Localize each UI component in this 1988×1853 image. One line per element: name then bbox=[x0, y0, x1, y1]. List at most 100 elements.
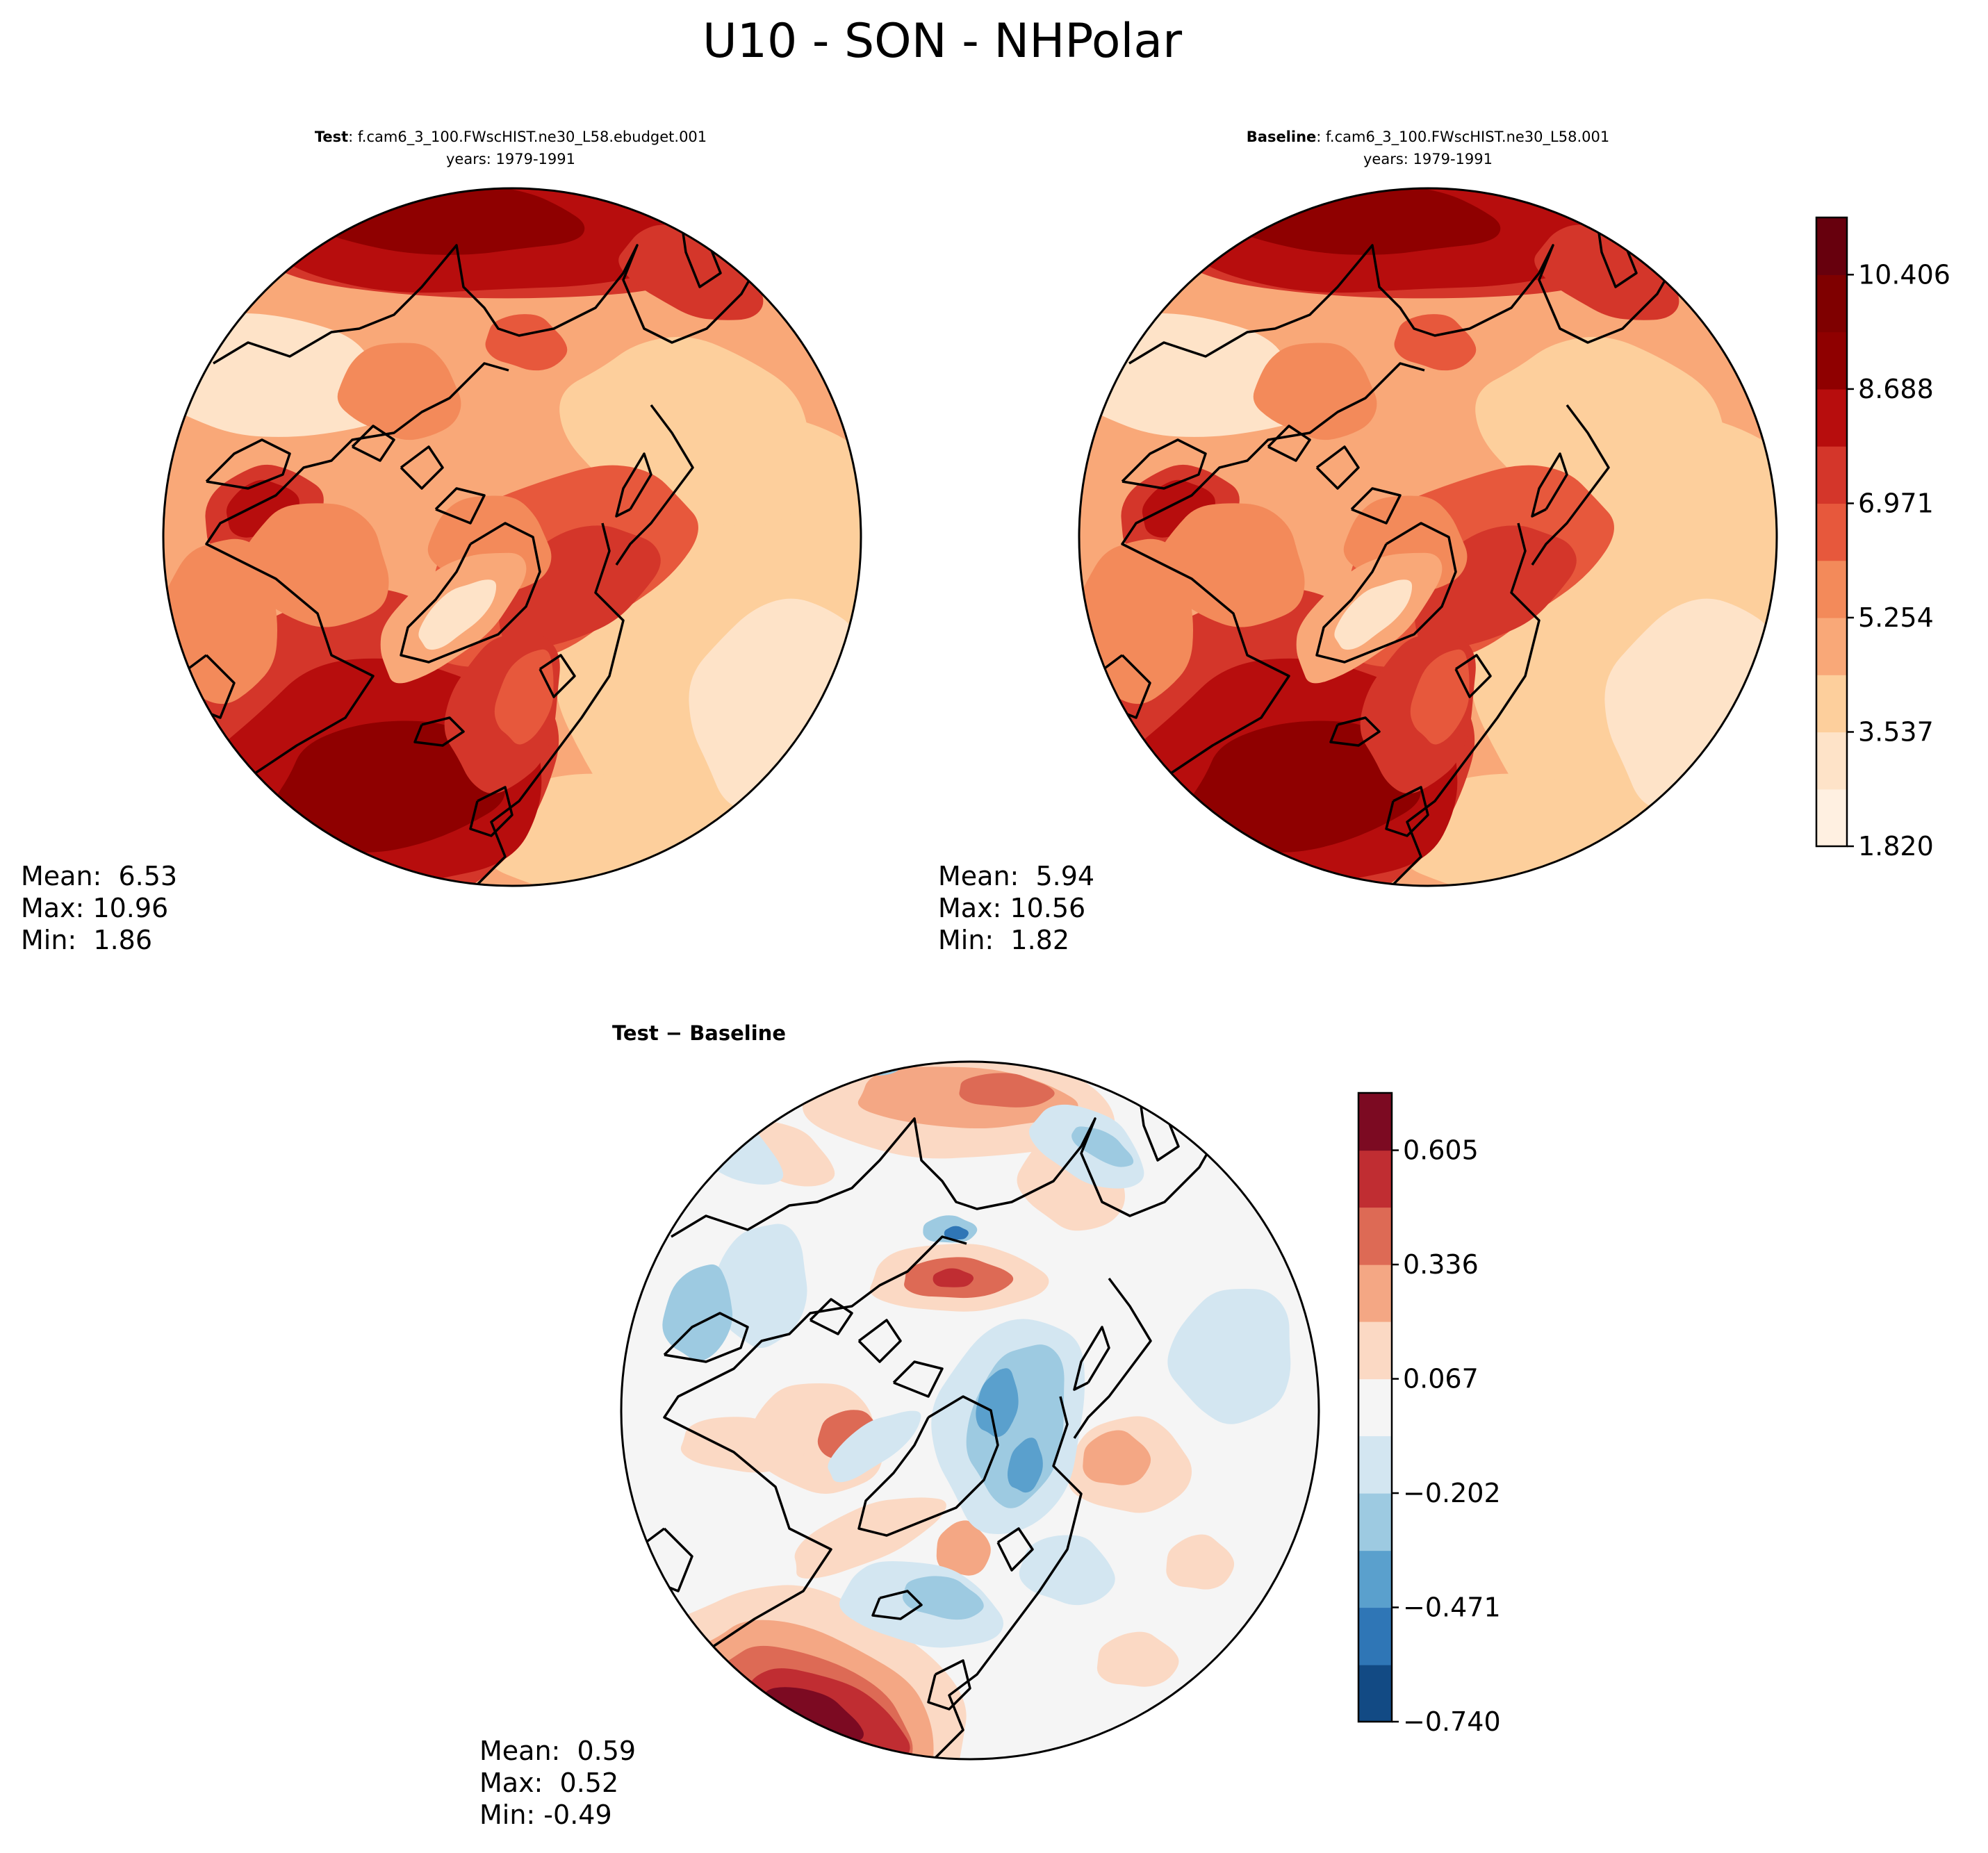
coastline bbox=[1315, 445, 1360, 490]
div-colorbar-frame bbox=[1357, 1092, 1393, 1723]
coastline bbox=[809, 1298, 853, 1335]
seq-colorbar-tick-label: 8.688 bbox=[1858, 374, 1934, 404]
coastline bbox=[1073, 1326, 1110, 1391]
coastline bbox=[469, 786, 514, 837]
seq-colorbar-tick-label: 6.971 bbox=[1858, 488, 1934, 518]
seq-colorbar-swatch bbox=[1816, 388, 1847, 447]
coastline bbox=[1315, 522, 1457, 664]
diff-contour bbox=[710, 1224, 807, 1349]
coastline bbox=[857, 1319, 902, 1363]
wind-contour bbox=[1188, 720, 1421, 853]
div-colorbar-swatch bbox=[1358, 1150, 1392, 1208]
baseline-stat-max: Max: 10.56 bbox=[938, 893, 1085, 923]
coastline bbox=[1454, 654, 1492, 698]
diff-contour bbox=[828, 1410, 921, 1483]
seq-colorbar-swatch bbox=[1816, 675, 1847, 733]
seq-colorbar-swatch bbox=[1816, 331, 1847, 390]
test-panel-years: years: 1979-1991 bbox=[446, 151, 575, 167]
coastline bbox=[400, 522, 541, 664]
baseline-title-label: Baseline bbox=[1247, 129, 1317, 145]
coastline bbox=[1385, 522, 1541, 886]
coastline bbox=[615, 452, 652, 518]
baseline-title-case: : f.cam6_3_100.FWscHIST.ne30_L58.001 bbox=[1316, 129, 1609, 146]
coastline bbox=[1329, 716, 1381, 747]
diff-map bbox=[621, 1062, 1319, 1759]
coastline bbox=[927, 1659, 971, 1711]
diff-map-border bbox=[620, 1060, 1320, 1761]
coastline bbox=[1121, 362, 1425, 775]
coastline bbox=[400, 445, 444, 490]
test-map bbox=[163, 188, 861, 886]
wind-contour bbox=[1154, 503, 1305, 627]
div-colorbar-tick-label: −0.740 bbox=[1403, 1706, 1501, 1737]
div-colorbar-tick-label: 0.605 bbox=[1403, 1135, 1479, 1166]
coastline bbox=[1531, 404, 1610, 566]
coastline bbox=[1073, 1277, 1152, 1439]
diff-contour bbox=[976, 1368, 1019, 1438]
coastline bbox=[615, 404, 694, 566]
diff-contour bbox=[933, 1268, 974, 1287]
diff-contour bbox=[758, 1687, 864, 1746]
coastline bbox=[857, 1395, 999, 1537]
seq-colorbar-swatch bbox=[1816, 503, 1847, 561]
coastline bbox=[213, 216, 805, 365]
test-title-case: : f.cam6_3_100.FWscHIST.ne30_L58.ebudget… bbox=[348, 129, 707, 146]
coastline bbox=[1121, 438, 1207, 490]
baseline-panel-title: Baseline: f.cam6_3_100.FWscHIST.ne30_L58… bbox=[1247, 129, 1609, 146]
coastline bbox=[413, 716, 465, 747]
div-colorbar-swatch bbox=[1358, 1493, 1392, 1551]
wind-contour bbox=[418, 579, 497, 650]
seq-colorbar-swatch bbox=[1816, 789, 1847, 847]
coastline bbox=[927, 1396, 1083, 1759]
seq-colorbar-tick-label: 10.406 bbox=[1858, 259, 1950, 290]
div-colorbar-swatch bbox=[1358, 1321, 1392, 1380]
wind-contour bbox=[494, 649, 554, 745]
seq-colorbar-swatch bbox=[1816, 274, 1847, 333]
coastline bbox=[1128, 216, 1721, 365]
baseline-stat-min: Min: 1.82 bbox=[938, 925, 1069, 955]
div-colorbar-swatch bbox=[1358, 1665, 1392, 1722]
div-colorbar-swatch bbox=[1358, 1265, 1392, 1322]
coastline bbox=[1267, 425, 1311, 462]
wind-contour bbox=[1253, 343, 1377, 440]
diff-contour bbox=[1096, 1631, 1179, 1687]
seq-colorbar-tick-label: 1.820 bbox=[1858, 831, 1934, 862]
baseline-panel: Baseline: f.cam6_3_100.FWscHIST.ne30_L58… bbox=[938, 129, 1778, 955]
seq-colorbar-swatch bbox=[1816, 217, 1847, 275]
diff-panel: Test − Baseline Mean: 0.59 Max: 0.52 Min… bbox=[479, 1021, 1320, 1830]
diff-contour bbox=[944, 1226, 969, 1240]
coastline bbox=[663, 1235, 967, 1648]
test-stat-mean: Mean: 6.53 bbox=[21, 861, 177, 891]
wind-contour bbox=[272, 720, 505, 853]
diff-contour bbox=[1083, 1430, 1151, 1485]
coastline bbox=[1350, 487, 1402, 525]
div-colorbar-swatch bbox=[1358, 1550, 1392, 1608]
div-colorbar-swatch bbox=[1358, 1378, 1392, 1437]
coastline bbox=[539, 654, 576, 698]
figure-title: U10 - SON - NHPolar bbox=[703, 14, 1182, 69]
coastline bbox=[1385, 786, 1429, 837]
coastline bbox=[205, 438, 291, 490]
div-colorbar-swatch bbox=[1358, 1435, 1392, 1494]
test-panel-title: Test: f.cam6_3_100.FWscHIST.ne30_L58.ebu… bbox=[315, 129, 707, 146]
test-stat-min: Min: 1.86 bbox=[21, 925, 152, 955]
seq-colorbar-tick-label: 3.537 bbox=[1858, 716, 1934, 747]
diff-contour bbox=[902, 1576, 984, 1620]
seq-colorbar-swatch bbox=[1816, 446, 1847, 504]
coastline bbox=[871, 1590, 923, 1620]
wind-contour bbox=[485, 314, 568, 371]
baseline-map-border bbox=[1078, 187, 1778, 887]
seq-colorbar-swatch bbox=[1816, 732, 1847, 790]
seq-colorbar-tick-label: 5.254 bbox=[1858, 602, 1934, 633]
wind-contour bbox=[1334, 579, 1413, 650]
diff-contour bbox=[680, 1417, 805, 1473]
seq-colorbar-swatch bbox=[1816, 560, 1847, 618]
diff-stat-mean: Mean: 0.59 bbox=[479, 1736, 636, 1766]
seq-colorbar-swatch bbox=[1816, 617, 1847, 675]
div-colorbar-tick-label: −0.202 bbox=[1403, 1478, 1501, 1508]
diff-contour bbox=[662, 1264, 733, 1362]
coastline bbox=[469, 522, 625, 886]
baseline-panel-years: years: 1979-1991 bbox=[1363, 151, 1493, 167]
wind-contour bbox=[1410, 649, 1470, 745]
diff-contour bbox=[936, 1520, 991, 1576]
